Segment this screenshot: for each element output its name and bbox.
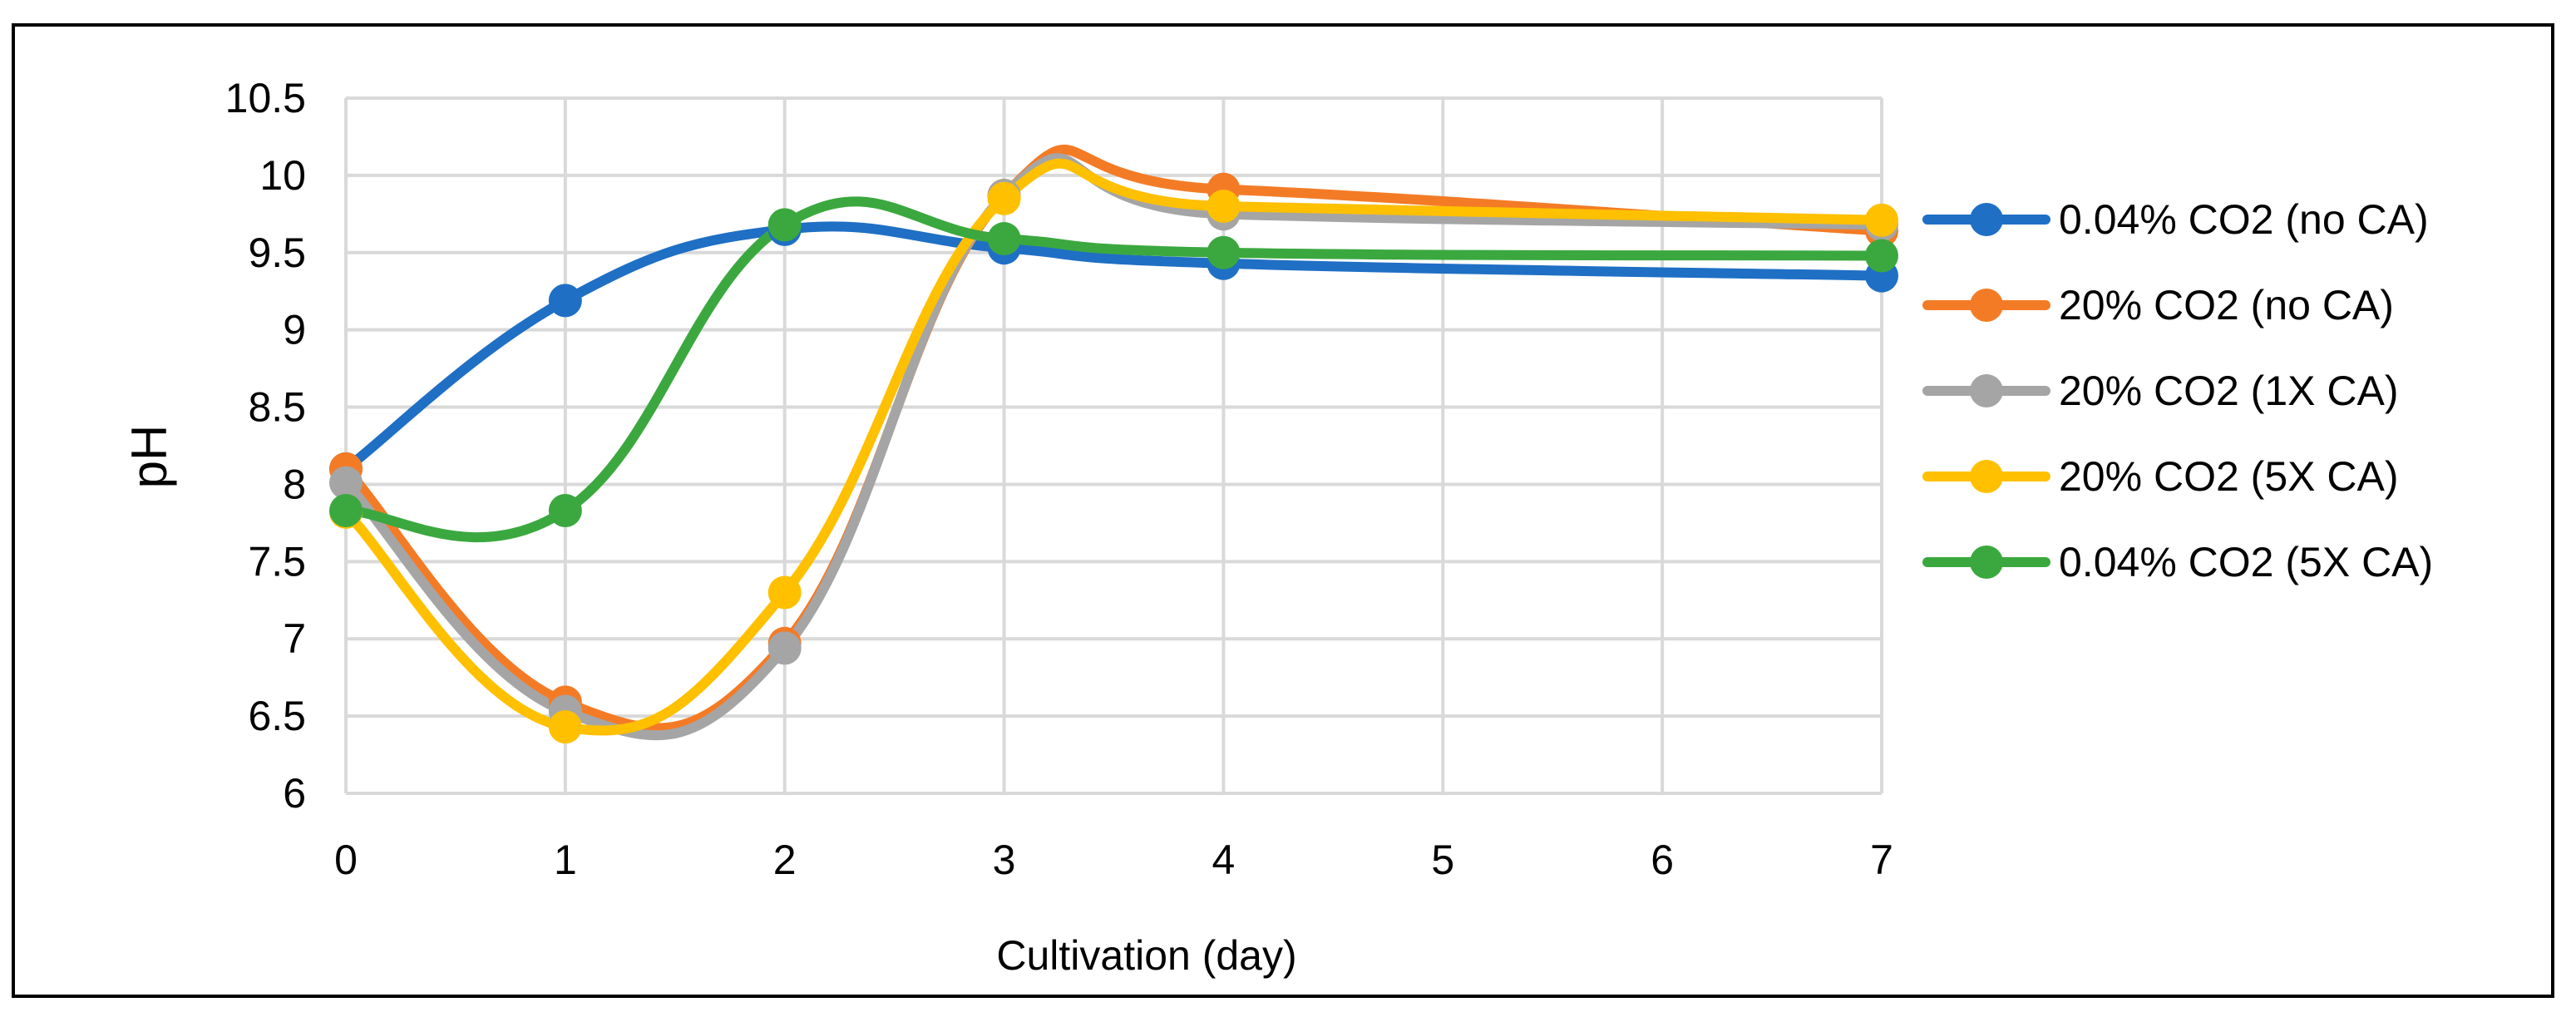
data-point-series-3 (767, 631, 802, 665)
data-point-series-4 (1207, 190, 1241, 224)
y-axis-title: pH (121, 425, 177, 489)
legend-item: 20% CO2 (1X CA) (1922, 368, 2398, 414)
data-point-series-3 (329, 466, 363, 500)
y-tick-label: 8 (283, 461, 306, 507)
x-tick-label: 6 (1651, 837, 1674, 883)
x-tick-label: 7 (1870, 837, 1893, 883)
y-tick-label: 9 (283, 307, 306, 353)
y-tick-label: 10.5 (225, 75, 306, 121)
data-point-series-5 (329, 494, 363, 528)
x-tick-label: 0 (334, 837, 358, 883)
data-point-series-5 (1865, 239, 1898, 273)
series-line-2 (341, 144, 1887, 733)
y-tick-label: 7.5 (248, 538, 306, 585)
legend-swatch-marker (1970, 374, 2003, 407)
line-chart: 6 6.5 7 7.5 8 8.5 9 9.5 10 10.5 0 1 2 3 4 5 6 7 0.04% CO… (121, 75, 2433, 979)
legend-label: 0.04% CO2 (no CA) (2059, 196, 2429, 243)
data-point-series-4 (987, 181, 1021, 215)
y-tick-label: 8.5 (248, 384, 306, 431)
data-point-series-5 (548, 494, 582, 528)
y-tick-label: 6 (283, 770, 306, 817)
data-point-series-1 (548, 284, 582, 318)
y-tick-label: 10 (259, 152, 306, 199)
y-tick-label: 7 (283, 615, 306, 662)
legend-label: 20% CO2 (1X CA) (2059, 368, 2398, 414)
x-tick-label: 1 (554, 837, 577, 883)
legend-swatch-marker (1970, 289, 2003, 322)
legend-item: 20% CO2 (5X CA) (1922, 453, 2398, 500)
data-point-series-5 (987, 222, 1021, 256)
data-point-series-5 (767, 208, 802, 242)
x-tick-label: 3 (993, 837, 1016, 883)
legend-label: 0.04% CO2 (5X CA) (2059, 539, 2433, 585)
chart-frame: 6 6.5 7 7.5 8 8.5 9 9.5 10 10.5 0 1 2 3 4 5 6 7 0.04% CO… (12, 23, 2554, 998)
data-point-series-4 (1865, 203, 1898, 237)
legend-item: 0.04% CO2 (no CA) (1922, 196, 2429, 243)
x-tick-label: 4 (1212, 837, 1236, 883)
legend-swatch-marker (1970, 203, 2003, 236)
legend-label: 20% CO2 (no CA) (2059, 282, 2394, 328)
legend-item: 20% CO2 (no CA) (1922, 282, 2394, 328)
y-tick-label: 6.5 (248, 693, 306, 739)
x-axis-title: Cultivation (day) (996, 932, 1296, 979)
data-point-series-4 (767, 575, 802, 610)
legend-label: 20% CO2 (5X CA) (2059, 453, 2398, 500)
legend: 0.04% CO2 (no CA) 20% CO2 (no CA) 20% CO2 … (1922, 196, 2433, 585)
legend-swatch-marker (1970, 546, 2003, 579)
data-point-series-4 (548, 710, 582, 744)
legend-swatch-marker (1970, 460, 2003, 493)
x-tick-label: 2 (773, 837, 797, 883)
series-lines (341, 144, 1887, 741)
y-axis-ticks: 6 6.5 7 7.5 8 8.5 9 9.5 10 10.5 (225, 75, 306, 817)
data-point-series-5 (1207, 235, 1241, 269)
series-markers (329, 172, 1898, 744)
series-line-1 (341, 221, 1887, 474)
x-tick-label: 5 (1431, 837, 1454, 883)
x-axis-ticks: 0 1 2 3 4 5 6 7 (334, 837, 1893, 883)
legend-item: 0.04% CO2 (5X CA) (1922, 539, 2433, 585)
grid (344, 96, 1883, 795)
y-tick-label: 9.5 (248, 230, 306, 276)
